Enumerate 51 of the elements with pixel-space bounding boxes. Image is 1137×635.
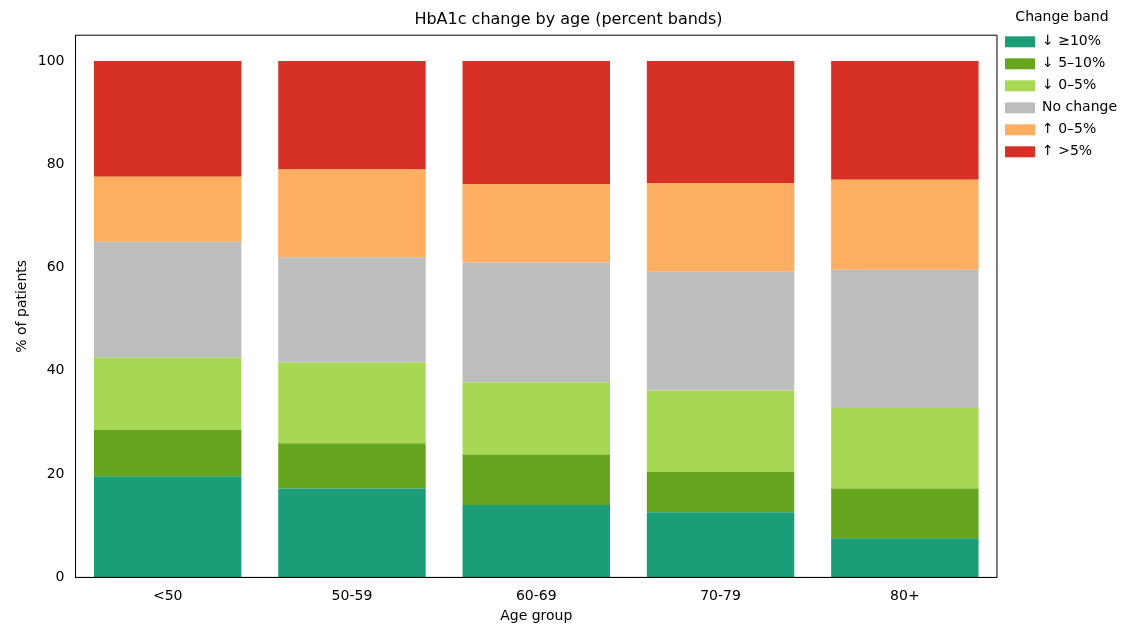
- bar: [278, 61, 426, 170]
- y-tick-label: 20: [46, 464, 65, 481]
- y-tick-label: 40: [46, 361, 65, 378]
- bar: [93, 176, 242, 242]
- bar: [646, 61, 795, 183]
- bar: [278, 443, 426, 489]
- bar: [462, 505, 610, 578]
- y-tick-label: 80: [46, 154, 65, 171]
- bar: [646, 271, 795, 391]
- y-tick-label: 60: [46, 258, 65, 275]
- legend-label: ↓ 5–10%: [1041, 54, 1106, 71]
- legend-title: Change band: [1015, 7, 1109, 24]
- bar: [93, 241, 242, 358]
- bar: [93, 357, 242, 430]
- bar: [646, 390, 795, 473]
- bar: [831, 61, 979, 180]
- bar: [462, 454, 610, 506]
- bar: [93, 429, 242, 477]
- x-tick-label: 50-59: [331, 587, 373, 604]
- x-axis-title: Age group: [500, 607, 573, 624]
- bar: [93, 476, 242, 578]
- legend-label: ↓ ≥10%: [1041, 32, 1102, 49]
- legend-label: ↓ 0–5%: [1041, 76, 1097, 93]
- x-tick-label: <50: [152, 587, 183, 604]
- bar: [462, 183, 610, 263]
- bar: [462, 382, 610, 455]
- bar: [462, 61, 610, 184]
- bar: [646, 182, 795, 272]
- y-tick-label: 100: [37, 51, 65, 68]
- bar: [646, 472, 795, 513]
- bar: [93, 61, 242, 177]
- x-tick-label: 70-79: [700, 587, 741, 604]
- legend-label: ↑ 0–5%: [1041, 120, 1097, 137]
- bar: [831, 538, 979, 578]
- bar: [462, 262, 610, 383]
- bar: [278, 362, 426, 444]
- x-tick-label: 80+: [890, 587, 920, 604]
- legend-label: No change: [1041, 98, 1117, 115]
- bar: [646, 512, 795, 578]
- x-tick-label: 60-69: [515, 587, 557, 604]
- y-tick-label: 0: [55, 568, 65, 585]
- bar: [831, 269, 979, 409]
- y-axis-title: % of patients: [13, 259, 30, 353]
- bar: [278, 257, 426, 363]
- bar: [831, 408, 979, 489]
- bar: [831, 179, 979, 270]
- chart-title: HbA1c change by age (percent bands): [414, 8, 723, 28]
- bar: [831, 488, 979, 539]
- legend-label: ↑ >5%: [1041, 142, 1093, 159]
- bar: [278, 169, 426, 258]
- bar: [278, 488, 426, 578]
